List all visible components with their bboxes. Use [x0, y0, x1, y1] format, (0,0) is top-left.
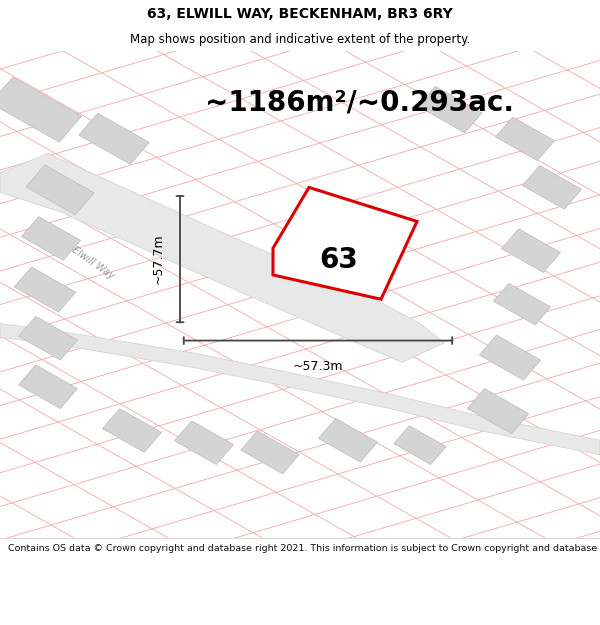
Bar	[22, 217, 80, 260]
Bar	[467, 389, 529, 434]
Bar	[493, 283, 551, 325]
Bar	[19, 365, 77, 409]
Bar	[19, 316, 77, 360]
Text: ~1186m²/~0.293ac.: ~1186m²/~0.293ac.	[205, 88, 515, 116]
Text: Elwill Way: Elwill Way	[70, 244, 116, 281]
Polygon shape	[0, 153, 444, 362]
Bar	[319, 419, 377, 462]
Text: 63, ELWILL WAY, BECKENHAM, BR3 6RY: 63, ELWILL WAY, BECKENHAM, BR3 6RY	[147, 8, 453, 21]
Text: 63: 63	[320, 246, 358, 274]
Bar	[14, 267, 76, 312]
Polygon shape	[273, 188, 417, 299]
Bar	[479, 335, 541, 380]
Bar	[26, 165, 94, 215]
Text: ~57.3m: ~57.3m	[293, 360, 343, 373]
Bar	[394, 426, 446, 464]
Bar	[418, 86, 482, 132]
Text: Contains OS data © Crown copyright and database right 2021. This information is : Contains OS data © Crown copyright and d…	[8, 544, 600, 552]
Bar	[502, 229, 560, 272]
Text: ~57.7m: ~57.7m	[152, 234, 165, 284]
Polygon shape	[0, 324, 600, 455]
Bar	[523, 166, 581, 209]
Bar	[496, 117, 554, 161]
Bar	[103, 409, 161, 452]
Bar	[241, 431, 299, 474]
Bar	[0, 77, 82, 142]
Bar	[175, 421, 233, 464]
Bar	[79, 113, 149, 164]
Text: Map shows position and indicative extent of the property.: Map shows position and indicative extent…	[130, 34, 470, 46]
